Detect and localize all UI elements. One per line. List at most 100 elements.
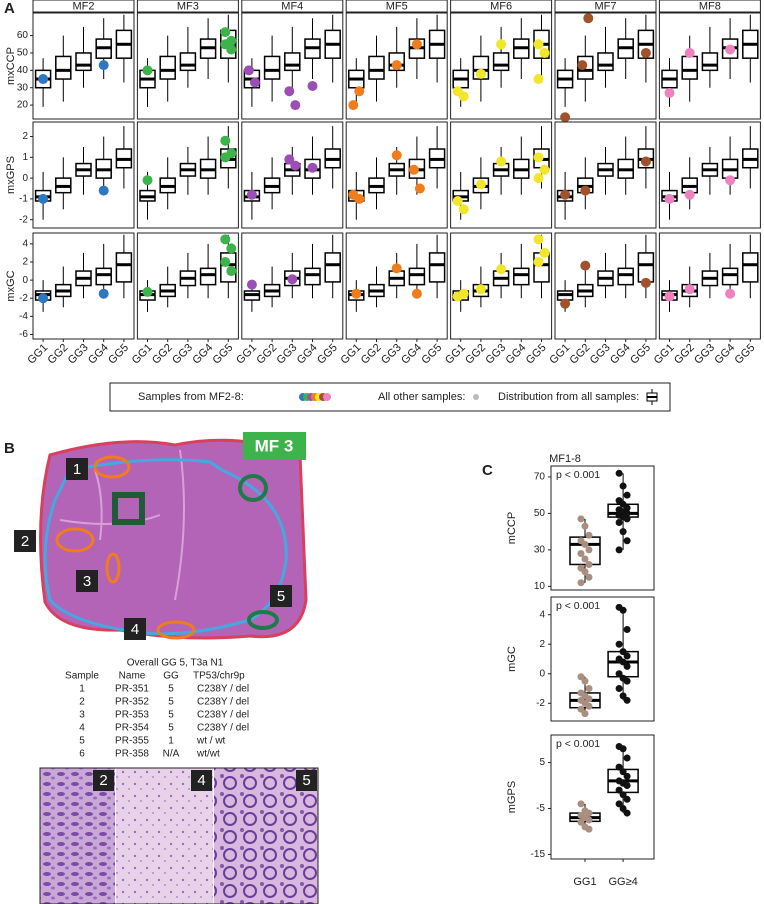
x-tick-label: GG1: [443, 342, 468, 367]
region-label: 2: [21, 533, 29, 550]
y-tick-label: 40: [17, 65, 29, 76]
highlight-point: [354, 193, 365, 204]
region-label: 3: [83, 573, 91, 590]
plot-frame: [241, 121, 344, 229]
y-tick-label: 0: [22, 275, 28, 286]
plot-frame: [550, 465, 655, 591]
header-strip: [554, 0, 657, 13]
plot-frame: [32, 12, 135, 120]
box: [742, 252, 759, 283]
row-label: mxGC: [5, 270, 17, 301]
sample-point: [585, 546, 593, 554]
panel-c: mCCP p < 0.001 10 30 50 70 mGC p < 0.001 -2 0 2 4 mG…: [506, 465, 655, 888]
sample-point: [585, 702, 593, 710]
x-tick-label: GG4: [295, 342, 320, 367]
x-tick-label: GG3: [66, 342, 91, 367]
table-cell: 5: [168, 697, 174, 708]
highlight-point: [458, 288, 469, 299]
panel-a: mxCCPmxGPSmxGCMF22030405060-2-1012-6-4-2…: [5, 0, 761, 367]
highlight-point: [577, 60, 588, 71]
table-cell: 1: [168, 736, 174, 747]
highlight-point: [284, 86, 295, 97]
sample-point: [615, 685, 623, 693]
sample-point: [615, 519, 623, 527]
highlight-point: [640, 277, 651, 288]
table-cell: wt/wt: [196, 749, 220, 760]
legend: Samples from MF2-8: All other samples: D…: [109, 382, 671, 412]
table-cell: wt / wt: [196, 736, 226, 747]
highlight-point: [411, 288, 422, 299]
sample-point: [623, 491, 631, 499]
highlight-point: [348, 100, 359, 111]
sample-point: [623, 677, 631, 685]
box: [617, 267, 634, 286]
y-tick-label: -1: [19, 194, 28, 205]
highlight-point: [290, 160, 301, 171]
box: [637, 252, 655, 283]
sample-point: [585, 685, 593, 693]
box: [577, 55, 594, 80]
header-strip: [32, 0, 135, 13]
highlight-point: [287, 274, 298, 285]
highlight-point: [284, 154, 295, 165]
box: [721, 267, 739, 286]
y-tick-label: 20: [17, 100, 29, 111]
header-strip: [658, 0, 761, 13]
x-tick-label: GG4: [504, 342, 529, 367]
x-tick-label: GG1: [652, 342, 677, 367]
x-tick-label: GG1: [130, 342, 155, 367]
plot-frame: [345, 12, 448, 120]
x-tick-label: GG2: [359, 342, 384, 367]
box: [95, 267, 112, 286]
tissue-image: MF 3: [39, 432, 308, 640]
sample-point: [615, 786, 623, 794]
highlight-point: [354, 86, 365, 97]
region-label: 1: [73, 461, 81, 478]
x-tick-label: GG5: [628, 342, 653, 367]
highlight-point: [580, 260, 591, 271]
table-cell: 5: [168, 710, 174, 721]
highlight-point: [290, 100, 301, 111]
highlight-point: [246, 279, 257, 290]
sample-point: [585, 560, 593, 568]
y-tick-label: 5: [539, 757, 545, 768]
sample-point: [619, 606, 627, 614]
y-tick-label: 30: [534, 545, 546, 556]
x-tick-label: GG2: [254, 342, 279, 367]
sample-point: [585, 531, 593, 539]
micrograph-label: 4: [197, 772, 205, 789]
plot-frame: [550, 596, 655, 722]
sample-point: [623, 515, 631, 523]
y-tick-label: 2: [22, 257, 28, 268]
y-tick-label: 60: [17, 30, 29, 41]
header-strip: [450, 0, 553, 13]
sample-point: [615, 546, 623, 554]
table-caption: Overall GG 5, T3a N1: [127, 658, 224, 669]
plot-frame: [450, 121, 553, 229]
highlight-point: [539, 47, 550, 58]
table-cell: 6: [79, 749, 85, 760]
table-header: Sample: [65, 671, 99, 682]
sample-point: [619, 745, 627, 753]
x-tick-label: GG5: [211, 342, 236, 367]
row-label: mxGPS: [5, 156, 17, 194]
y-tick-label: 2: [22, 131, 28, 142]
highlight-point: [38, 293, 49, 304]
highlight-point: [307, 80, 318, 91]
plot-frame: [241, 12, 344, 120]
x-tick-label: GG4: [399, 342, 424, 367]
y-tick-label: 4: [539, 609, 545, 620]
highlight-point: [539, 164, 550, 175]
legend-others: All other samples:: [378, 391, 465, 403]
x-tick-label: GG2: [568, 342, 593, 367]
box: [159, 55, 176, 80]
highlight-point: [243, 65, 254, 76]
highlight-point: [411, 39, 422, 50]
sample-point: [615, 640, 623, 648]
column-header: MF8: [699, 0, 721, 12]
sample-point: [623, 795, 631, 803]
highlight-point: [664, 291, 675, 302]
mf-column: MF22030405060-2-1012-6-4-2024GG1GG2GG3GG…: [17, 0, 135, 367]
region-label-box: [124, 618, 146, 640]
